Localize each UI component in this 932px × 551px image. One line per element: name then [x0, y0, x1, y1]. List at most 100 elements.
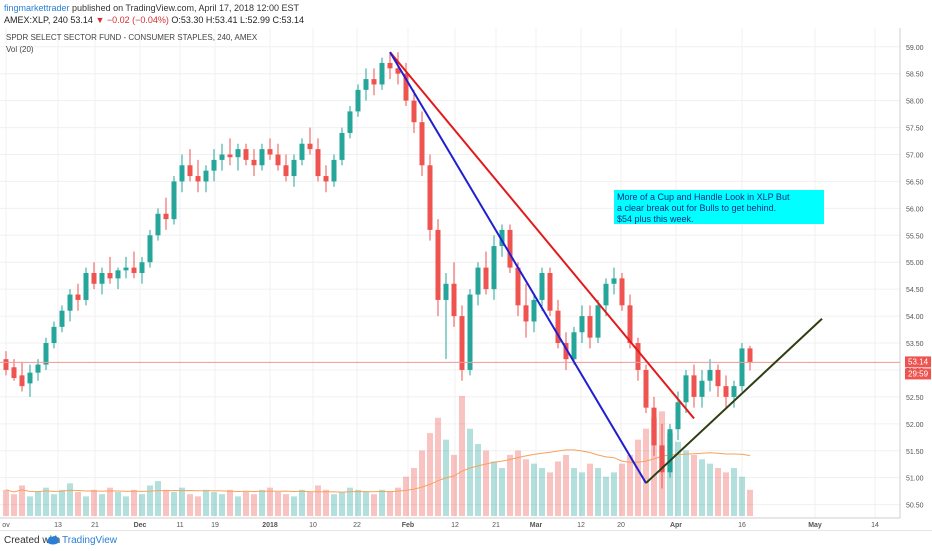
y-tick-label: 51.50: [906, 449, 924, 456]
volume-bar: [43, 487, 49, 516]
price-tag: 53.14: [905, 356, 931, 368]
x-tick-label: 12: [577, 522, 585, 529]
candle: [347, 106, 353, 139]
y-tick-label: 56.50: [906, 179, 924, 186]
volume-bar: [67, 483, 73, 516]
candle: [371, 68, 377, 96]
x-tick-label: 20: [617, 522, 625, 529]
candle: [283, 154, 289, 182]
volume-bar: [419, 450, 425, 516]
volume-bar: [531, 463, 537, 516]
candle: [339, 127, 345, 166]
volume-bar: [387, 492, 393, 516]
x-tick-label: Apr: [670, 522, 682, 529]
volume-bar: [395, 487, 401, 516]
volume-bar: [51, 494, 57, 516]
candle: [539, 267, 545, 311]
y-tick-label: 58.00: [906, 99, 924, 106]
y-tick-label: 55.50: [906, 233, 924, 240]
y-tick-label: 59.00: [906, 45, 924, 52]
volume-bar: [675, 441, 681, 516]
volume-bar: [283, 494, 289, 516]
y-tick-label: 54.00: [906, 314, 924, 321]
volume-bar: [507, 454, 513, 516]
volume-bar: [459, 396, 465, 516]
y-tick-label: 57.00: [906, 153, 924, 160]
candle: [67, 289, 73, 322]
x-tick-label: 21: [91, 522, 99, 529]
volume-label: Vol (20): [6, 45, 34, 54]
ohlc-values: O:53.30 H:53.41 L:52.99 C:53.14: [171, 15, 305, 25]
volume-bar: [123, 496, 129, 516]
candle: [27, 364, 33, 397]
last-price: 53.14: [70, 15, 93, 25]
tradingview-link[interactable]: TradingView: [62, 535, 118, 546]
candle: [355, 84, 361, 117]
candle: [83, 267, 89, 306]
candle: [195, 159, 201, 193]
red-trendline[interactable]: [389, 51, 695, 420]
price-chart[interactable]: 59.00 58.50 58.00 57.50 57.00 56.50 56.00 55.50…: [0, 28, 932, 530]
volume-bar: [291, 496, 297, 516]
candle: [667, 423, 673, 478]
volume-bar: [467, 428, 473, 516]
publish-info: published on TradingView.com, April 17, …: [72, 3, 300, 13]
volume-bar: [643, 428, 649, 516]
candle: [723, 375, 729, 408]
candle: [731, 380, 737, 408]
volume-bar: [619, 463, 625, 516]
chart-area[interactable]: 59.00 58.50 58.00 57.50 57.00 56.50 56.00 55.50…: [0, 28, 932, 530]
annotation-box[interactable]: More of a Cup and Handle Look in XLP But…: [614, 190, 824, 224]
volume-bar: [339, 492, 345, 516]
candle: [507, 224, 513, 273]
green-trendline[interactable]: [645, 318, 823, 484]
candle: [491, 235, 497, 300]
price-change: ▼ −0.02 (−0.04%): [95, 15, 169, 25]
candle: [595, 299, 601, 344]
author-link[interactable]: fingmarkettrader: [4, 3, 70, 13]
volume-bar: [611, 472, 617, 516]
candle: [187, 149, 193, 182]
candle: [587, 305, 593, 349]
volume-bar: [107, 487, 113, 516]
x-tick-label: Feb: [402, 522, 414, 529]
volume-ma-line: [5, 449, 751, 493]
volume-bar: [99, 494, 105, 516]
symbol-line: AMEX:XLP, 240 53.14 ▼ −0.02 (−0.04%) O:5…: [4, 15, 304, 25]
blue-trendline[interactable]: [389, 51, 647, 484]
volume-bar: [563, 454, 569, 516]
candle: [243, 143, 249, 166]
volume-bar: [739, 476, 745, 516]
candle: [259, 143, 265, 171]
volume-bar: [203, 489, 209, 516]
volume-bar: [131, 489, 137, 516]
candle: [467, 289, 473, 376]
volume-bar: [211, 492, 217, 516]
candle: [643, 364, 649, 414]
x-tick-label: 2018: [262, 522, 278, 529]
candle: [411, 89, 417, 133]
x-tick-label: ov: [2, 522, 10, 529]
volume-bar: [155, 481, 161, 516]
candle: [379, 57, 385, 90]
x-tick-label: 19: [211, 522, 219, 529]
volume-bar: [355, 489, 361, 516]
candle: [443, 273, 449, 360]
volume-bar: [699, 459, 705, 516]
volume-bar: [371, 494, 377, 516]
volume-bar: [651, 417, 657, 516]
volume-bar: [59, 489, 65, 516]
volume-bar: [539, 468, 545, 516]
volume-bar: [19, 485, 25, 516]
candle: [635, 337, 641, 381]
candle: [323, 165, 329, 193]
volume-bar: [195, 496, 201, 516]
candle: [691, 364, 697, 408]
volume-bar: [571, 468, 577, 516]
volume-bar: [163, 489, 169, 516]
y-tick-label: 55.00: [906, 260, 924, 267]
volume-bar: [235, 496, 241, 516]
candle: [115, 267, 121, 290]
candle: [715, 364, 721, 397]
x-tick-label: May: [808, 522, 822, 529]
